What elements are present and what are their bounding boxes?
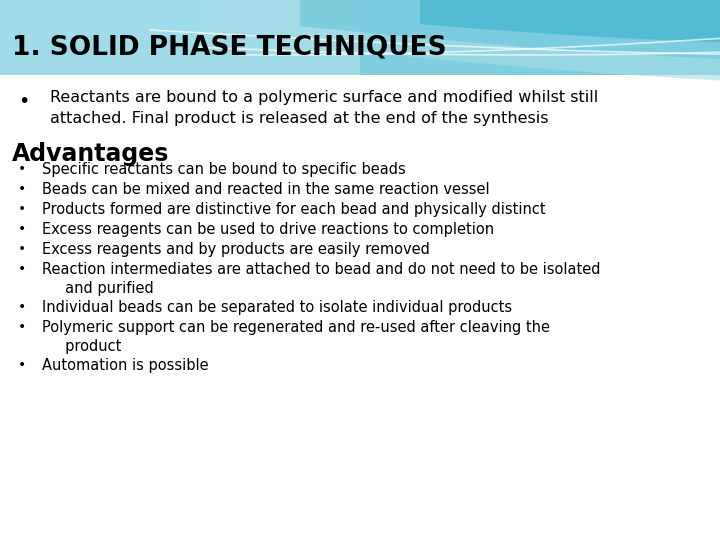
Text: •: •	[18, 202, 26, 216]
Text: Polymeric support can be regenerated and re-used after cleaving the
     product: Polymeric support can be regenerated and…	[42, 320, 550, 354]
Text: •: •	[18, 182, 26, 196]
Text: Individual beads can be separated to isolate individual products: Individual beads can be separated to iso…	[42, 300, 512, 315]
Text: Automation is possible: Automation is possible	[42, 358, 209, 373]
Text: •: •	[18, 242, 26, 256]
Text: Advantages: Advantages	[12, 142, 169, 166]
Text: Specific reactants can be bound to specific beads: Specific reactants can be bound to speci…	[42, 162, 406, 177]
Polygon shape	[420, 0, 720, 42]
Text: Reaction intermediates are attached to bead and do not need to be isolated
     : Reaction intermediates are attached to b…	[42, 262, 600, 296]
Polygon shape	[200, 0, 720, 80]
FancyBboxPatch shape	[0, 0, 720, 75]
Text: 1. SOLID PHASE TECHNIQUES: 1. SOLID PHASE TECHNIQUES	[12, 35, 446, 61]
Text: Excess reagents and by products are easily removed: Excess reagents and by products are easi…	[42, 242, 430, 257]
FancyBboxPatch shape	[0, 0, 360, 75]
Text: •: •	[18, 162, 26, 176]
Text: •: •	[18, 320, 26, 334]
Text: •: •	[18, 300, 26, 314]
Text: •: •	[18, 92, 30, 111]
Text: Products formed are distinctive for each bead and physically distinct: Products formed are distinctive for each…	[42, 202, 546, 217]
Text: •: •	[18, 222, 26, 236]
Text: •: •	[18, 262, 26, 276]
Text: Excess reagents can be used to drive reactions to completion: Excess reagents can be used to drive rea…	[42, 222, 494, 237]
Text: Reactants are bound to a polymeric surface and modified whilst still
attached. F: Reactants are bound to a polymeric surfa…	[50, 90, 598, 126]
Text: •: •	[18, 358, 26, 372]
Text: Beads can be mixed and reacted in the same reaction vessel: Beads can be mixed and reacted in the sa…	[42, 182, 490, 197]
Polygon shape	[300, 0, 720, 59]
